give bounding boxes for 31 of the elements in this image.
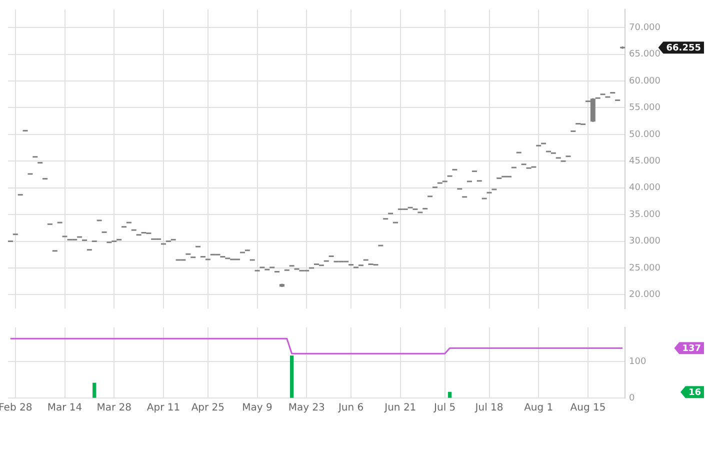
y-tick-label: 45.000 <box>629 156 661 166</box>
y-tick-label: 25.000 <box>629 263 661 274</box>
y-tick-label: 30.000 <box>629 236 661 247</box>
y-tick-label: 40.000 <box>629 183 661 194</box>
y-tick-label: 65.000 <box>629 50 661 60</box>
text: 137 <box>682 344 702 354</box>
bar <box>290 355 294 398</box>
y-tick-label: 55.000 <box>629 103 661 114</box>
x-tick-label: Jul 5 <box>433 402 456 414</box>
y-tick-label: 100 <box>629 356 646 367</box>
y-tick-label: 50.000 <box>629 130 661 140</box>
text: 66.255 <box>666 43 701 54</box>
x-tick-label: Mar 14 <box>47 402 82 414</box>
y-tick-label: 60.000 <box>629 76 661 86</box>
x-tick-label: Jul 18 <box>474 402 504 414</box>
x-tick-label: May 23 <box>288 402 325 414</box>
text: 16 <box>688 388 702 398</box>
x-tick-label: Mar 28 <box>96 402 132 414</box>
x-tick-label: Apr 11 <box>146 402 180 414</box>
bar <box>448 392 452 398</box>
x-tick-label: Aug 1 <box>524 402 554 414</box>
y-tick-label: 70.000 <box>629 22 661 33</box>
y-tick-label: 20.000 <box>629 290 661 300</box>
x-tick-label: Jun 6 <box>337 402 364 414</box>
x-tick-label: Aug 15 <box>570 402 606 414</box>
y-tick-label: 0 <box>629 393 635 404</box>
bar <box>92 382 96 398</box>
x-tick-label: Apr 25 <box>191 402 225 414</box>
y-tick-label: 35.000 <box>629 210 661 220</box>
x-tick-label: May 9 <box>242 402 272 414</box>
x-tick-label: Jun 21 <box>384 402 416 414</box>
